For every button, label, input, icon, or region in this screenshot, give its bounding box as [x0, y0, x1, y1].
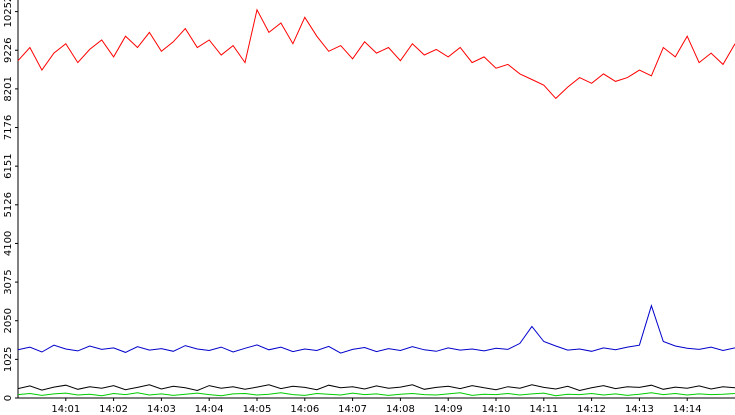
- series-line: [17, 8, 735, 100]
- x-tick-label: 14:05: [243, 404, 272, 415]
- y-tick-label: 5126: [3, 192, 14, 217]
- x-tick-label: 14:11: [529, 404, 558, 415]
- x-tick-label: 14:03: [147, 404, 176, 415]
- y-tick-label: 1025: [3, 347, 14, 372]
- y-tick-label: 7176: [3, 115, 14, 140]
- y-tick-label: 4100: [3, 231, 14, 256]
- y-tick-label: 0: [3, 395, 14, 401]
- x-tick-label: 14:14: [673, 404, 702, 415]
- series-line: [17, 304, 735, 354]
- y-tick-label: 8201: [3, 76, 14, 101]
- series-line: [17, 392, 735, 397]
- x-tick-label: 14:08: [386, 404, 415, 415]
- y-tick-label: 6151: [3, 153, 14, 178]
- x-tick-label: 14:10: [482, 404, 511, 415]
- series-line: [17, 384, 735, 392]
- x-tick-label: 14:04: [195, 404, 224, 415]
- x-tick-label: 14:09: [434, 404, 463, 415]
- y-tick-label: 3075: [3, 269, 14, 294]
- x-tick-label: 14:06: [290, 404, 319, 415]
- x-tick-label: 14:01: [51, 404, 80, 415]
- x-tick-label: 14:07: [338, 404, 367, 415]
- x-tick-label: 14:02: [99, 404, 128, 415]
- x-tick-label: 14:13: [625, 404, 654, 415]
- y-tick-label: 9226: [3, 38, 14, 63]
- x-tick-label: 14:12: [577, 404, 606, 415]
- y-tick-label: 2050: [3, 308, 14, 333]
- y-tick-label: 10252: [3, 0, 14, 28]
